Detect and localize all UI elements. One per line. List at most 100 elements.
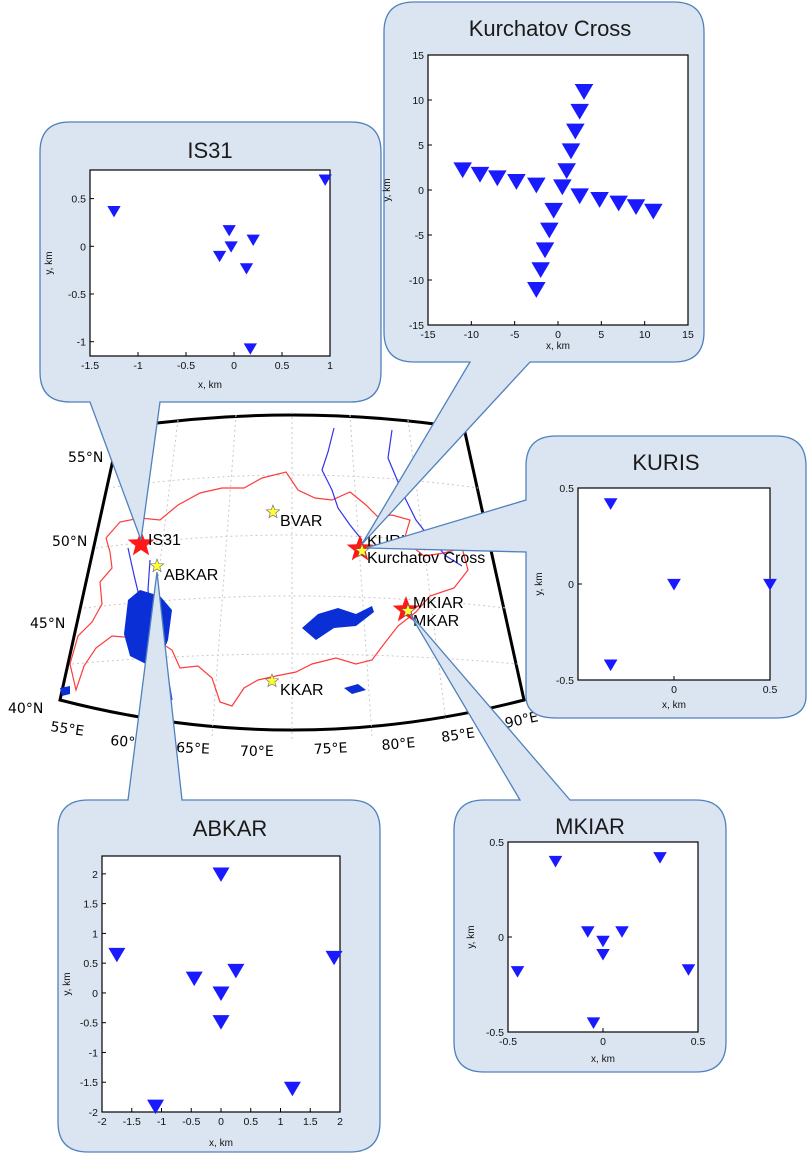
panel-is31: IS31 -1.5 -1 -0.5 0 0.5 1 0.5 0 -0.5 -1 x, km y, … (39, 121, 382, 541)
x-tick-label: -2 (97, 1116, 106, 1128)
station-marker (470, 166, 490, 183)
station-marker (108, 947, 126, 963)
station-marker (507, 174, 526, 190)
station-marker (535, 242, 555, 259)
station-markers (510, 852, 696, 1029)
x-axis-label: x, km (198, 380, 222, 391)
station-label-abkar: ABKAR (164, 567, 218, 584)
plot-area (101, 855, 341, 1113)
y-tick-label: -1 (89, 1047, 98, 1059)
station-marker (544, 202, 563, 219)
station-marker (574, 84, 594, 100)
station-marker (603, 659, 618, 672)
station-marker (243, 343, 257, 355)
station-marker (227, 963, 245, 979)
kazakhstan-border (69, 471, 469, 707)
station-marker (681, 964, 696, 976)
lon-label: 70°E (240, 744, 274, 760)
station-marker (596, 935, 610, 948)
station-marker (557, 163, 576, 180)
station-marker (212, 1015, 230, 1030)
station-label-bvar: BVAR (280, 513, 322, 530)
lat-labels: 55°N 50°N 45°N 40°N (8, 450, 103, 717)
lon-label: 65°E (176, 740, 210, 758)
y-tick-label: 1.5 (83, 899, 98, 911)
y-tick-label: -2 (89, 1107, 98, 1119)
x-tick-label: 15 (682, 329, 694, 341)
station-marker (212, 986, 230, 1002)
panel-title: ABKAR (193, 816, 268, 841)
y-axis-label: y, km (382, 178, 393, 201)
lat-label: 50°N (52, 534, 87, 550)
x-tick-label: -10 (464, 329, 479, 341)
x-axis-label: x, km (662, 700, 686, 711)
station-markers (453, 84, 663, 298)
station-marker (510, 966, 525, 978)
x-tick-label: 0 (555, 329, 561, 341)
station-marker (185, 971, 203, 987)
station-marker (212, 867, 230, 882)
axis-ticks: -0.5 0 0.5 0.5 0 -0.5 (486, 837, 706, 1048)
station-marker (224, 241, 238, 253)
station-marker (283, 1081, 301, 1097)
y-tick-label: 10 (412, 95, 424, 107)
kurchatov-star-icon (354, 543, 370, 558)
lon-label: 80°E (381, 735, 416, 754)
station-marker (667, 578, 681, 591)
y-tick-label: 15 (412, 50, 424, 62)
x-tick-label: 1 (278, 1116, 284, 1128)
axis-ticks: -1.5 -1 -0.5 0 0.5 1 0.5 0 -0.5 -1 (68, 194, 333, 372)
station-marker (325, 950, 343, 966)
y-tick-label: 0.5 (559, 483, 574, 495)
plot-area (427, 54, 689, 326)
station-label-is31: IS31 (148, 532, 181, 549)
y-tick-label: -15 (409, 320, 424, 332)
station-label-kurchatov: Kurchatov Cross (367, 550, 485, 567)
y-tick-label: -0.5 (80, 1018, 98, 1030)
station-marker (763, 578, 777, 591)
lat-label: 40°N (8, 701, 43, 717)
x-tick-label: 2 (337, 1116, 343, 1128)
panel-kuris: KURIS 0 0.5 0.5 0 -0.5 x, km y, km (365, 435, 807, 719)
y-tick-label: 0.5 (71, 194, 86, 206)
axis-ticks: -2 -1.5 -1 -0.5 0 0.5 1 1.5 2 2 1.5 1 0.5 0 -0.5 -1 -1.5… (80, 869, 343, 1128)
station-marker (615, 926, 629, 938)
x-tick-label: 0.5 (691, 1036, 706, 1048)
station-marker (239, 263, 254, 275)
mkar-star-icon (400, 603, 416, 618)
station-marker (527, 177, 546, 194)
station-marker (553, 179, 572, 196)
y-tick-label: -0.5 (556, 675, 574, 687)
x-tick-label: 1.5 (303, 1116, 318, 1128)
station-marker (246, 234, 260, 246)
small-lake-west (60, 686, 70, 696)
station-marker (570, 103, 589, 120)
axis-ticks: -15 -10 -5 0 5 10 15 15 10 5 0 -5 -10 -15 (409, 50, 694, 341)
y-axis-label: y, km (534, 572, 545, 595)
x-axis-label: x, km (591, 1054, 615, 1065)
is31-star-icon (127, 530, 155, 556)
y-tick-label: 0 (568, 579, 574, 591)
x-axis-label: x, km (546, 341, 570, 352)
station-marker (540, 222, 559, 239)
y-tick-label: -5 (415, 230, 424, 242)
station-marker (644, 203, 663, 220)
lon-label: 85°E (440, 725, 476, 746)
station-marker (596, 949, 610, 961)
station-marker (222, 225, 236, 237)
y-tick-label: 0 (80, 241, 86, 253)
station-marker (609, 195, 628, 212)
station-marker (590, 192, 609, 208)
station-marker (531, 262, 550, 279)
axis-ticks: 0 0.5 0.5 0 -0.5 (556, 483, 778, 696)
x-tick-label: 0 (218, 1116, 224, 1128)
y-tick-label: -1.5 (80, 1077, 98, 1089)
station-label-mkiar: MKIAR (413, 595, 464, 612)
station-markers (107, 174, 332, 355)
x-tick-label: 0 (231, 360, 237, 372)
x-tick-label: -0.5 (177, 360, 195, 372)
station-marker (581, 926, 595, 938)
y-axis-label: y, km (466, 925, 477, 948)
x-tick-label: -0.5 (499, 1036, 517, 1048)
